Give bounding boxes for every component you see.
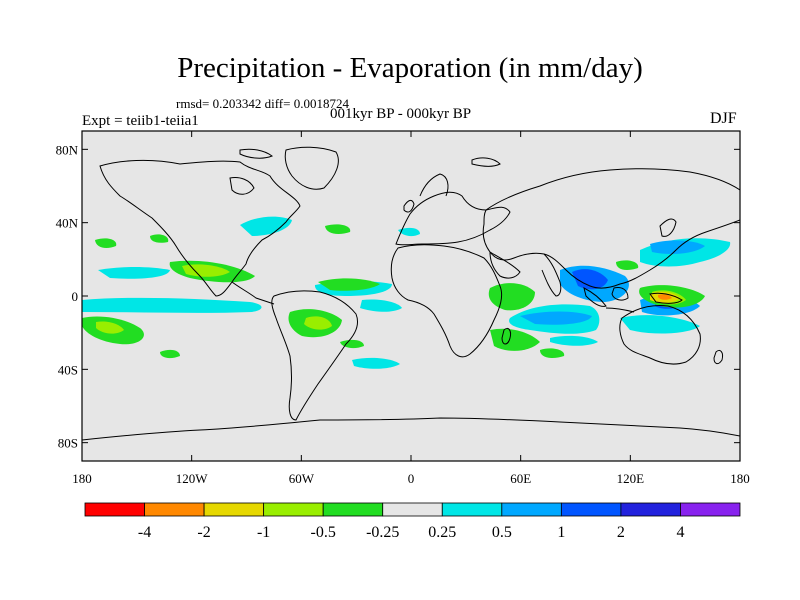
colorbar-label: -0.25 [366,524,399,541]
coastline-central-america [231,281,275,305]
blue-region-west-pacific [650,240,705,254]
colorbar-swatch [203,502,265,517]
lon-tick-label: 120W [176,471,209,486]
coastline-arabia [489,251,521,279]
colorbar-swatch [263,502,324,517]
green-region-east-pacific-small [160,349,180,359]
coastline-sumatra [583,287,607,307]
lightgreen-region-south-america [304,316,332,330]
cyan-region-north-pacific-band [98,267,170,279]
green-region-west-pacific-small [616,260,639,270]
lat-tick-label: 40N [56,216,79,231]
colorbar-swatch [620,502,681,517]
lon-tick-label: 0 [408,471,415,486]
colorbar-label: -1 [257,524,270,541]
colorbar-label: 1 [557,524,565,541]
coastline-new-zealand [713,349,723,365]
experiment-label: Expt = teiib1-teiia1 [82,113,199,129]
coastline-japan [659,218,677,237]
lon-tick-label: 60W [289,471,315,486]
colorbar-swatch [560,502,622,517]
colorbar-label: -4 [138,524,151,541]
colorbar-swatch [322,502,384,517]
coastlines [82,146,740,441]
colorbar-label: 0.25 [428,524,456,541]
coastline-greenland [284,146,339,190]
blue-region-indian-ocean [520,311,592,325]
period-label: 001kyr BP - 000kyr BP [330,106,472,122]
coastline-antarctica [82,417,740,441]
colorbar-label: 0.5 [492,524,512,541]
coastline-europe [395,191,511,246]
colorbar-label: -0.5 [311,524,336,541]
lat-tick-label: 0 [72,289,79,304]
coastline-scandinavia [419,173,449,197]
green-region-indian-small [540,348,565,358]
coastline-hudson-bay [229,177,255,195]
coastline-south-america [271,290,359,421]
coastline-australia [619,305,701,365]
orange-region-new-guinea [658,294,672,300]
anomaly-fields [82,216,731,369]
colorbar-label: -2 [197,524,210,541]
lon-tick-label: 180 [730,471,750,486]
coastline-uk [403,199,415,213]
season-label: DJF [710,110,737,127]
coastline-borneo [611,287,629,301]
colorbar-label: 4 [676,524,684,541]
coastline-north-america [99,159,301,297]
cyan-region-north-africa [398,227,420,237]
colorbar-swatch [84,502,145,517]
coastline-india [541,253,562,297]
latitude-axis: 80N 40N 0 40S 80S [56,142,740,451]
colorbar: -4 -2 -1 -0.5 -0.25 0.25 0.5 1 2 4 [84,502,741,541]
cyan-region-south-pacific [352,357,400,369]
coastline-africa [390,244,503,358]
green-region-pacific-small [150,234,169,243]
cyan-region-south-atlantic [360,299,402,312]
colorbar-swatch [501,502,562,517]
map-background [82,131,740,461]
colorbar-swatch [680,502,741,517]
lon-tick-label: 120E [617,471,645,486]
lat-tick-label: 40S [58,362,78,377]
green-region-mid-atlantic [325,224,351,234]
cyan-region-southern-indian [550,335,598,346]
lightgreen-region-south-pacific [96,321,124,334]
green-region-north-atlantic [95,238,117,248]
cyan-region-equatorial-east-pacific [82,297,262,313]
longitude-axis: 180 120W 60W 0 60E 120E 180 [72,131,750,486]
coastline-madagascar [501,327,511,345]
coastline-new-guinea [649,292,683,304]
colorbar-swatch [441,502,503,517]
lightgreen-region-north-pacific [182,264,230,277]
stats-label: rmsd= 0.203342 diff= 0.0018724 [176,96,349,111]
lon-tick-label: 60E [510,471,531,486]
cyan-region-australia-south [620,315,700,334]
coastline-arctic-islands [239,148,501,167]
lat-tick-label: 80S [58,436,78,451]
coastline-asia [482,168,740,289]
cyan-region-north-atlantic [240,216,292,236]
green-region-south-atlantic-small [340,339,364,349]
colorbar-label: 2 [617,524,625,541]
darkblue-region-sumatra [572,269,608,290]
colorbar-swatch [382,502,443,517]
green-region-atlantic-equator [318,278,380,291]
map-title: Precipitation - Evaporation (in mm/day) [177,52,643,84]
lon-tick-label: 180 [72,471,92,486]
lat-tick-label: 80N [56,142,79,157]
colorbar-swatch [144,502,205,517]
